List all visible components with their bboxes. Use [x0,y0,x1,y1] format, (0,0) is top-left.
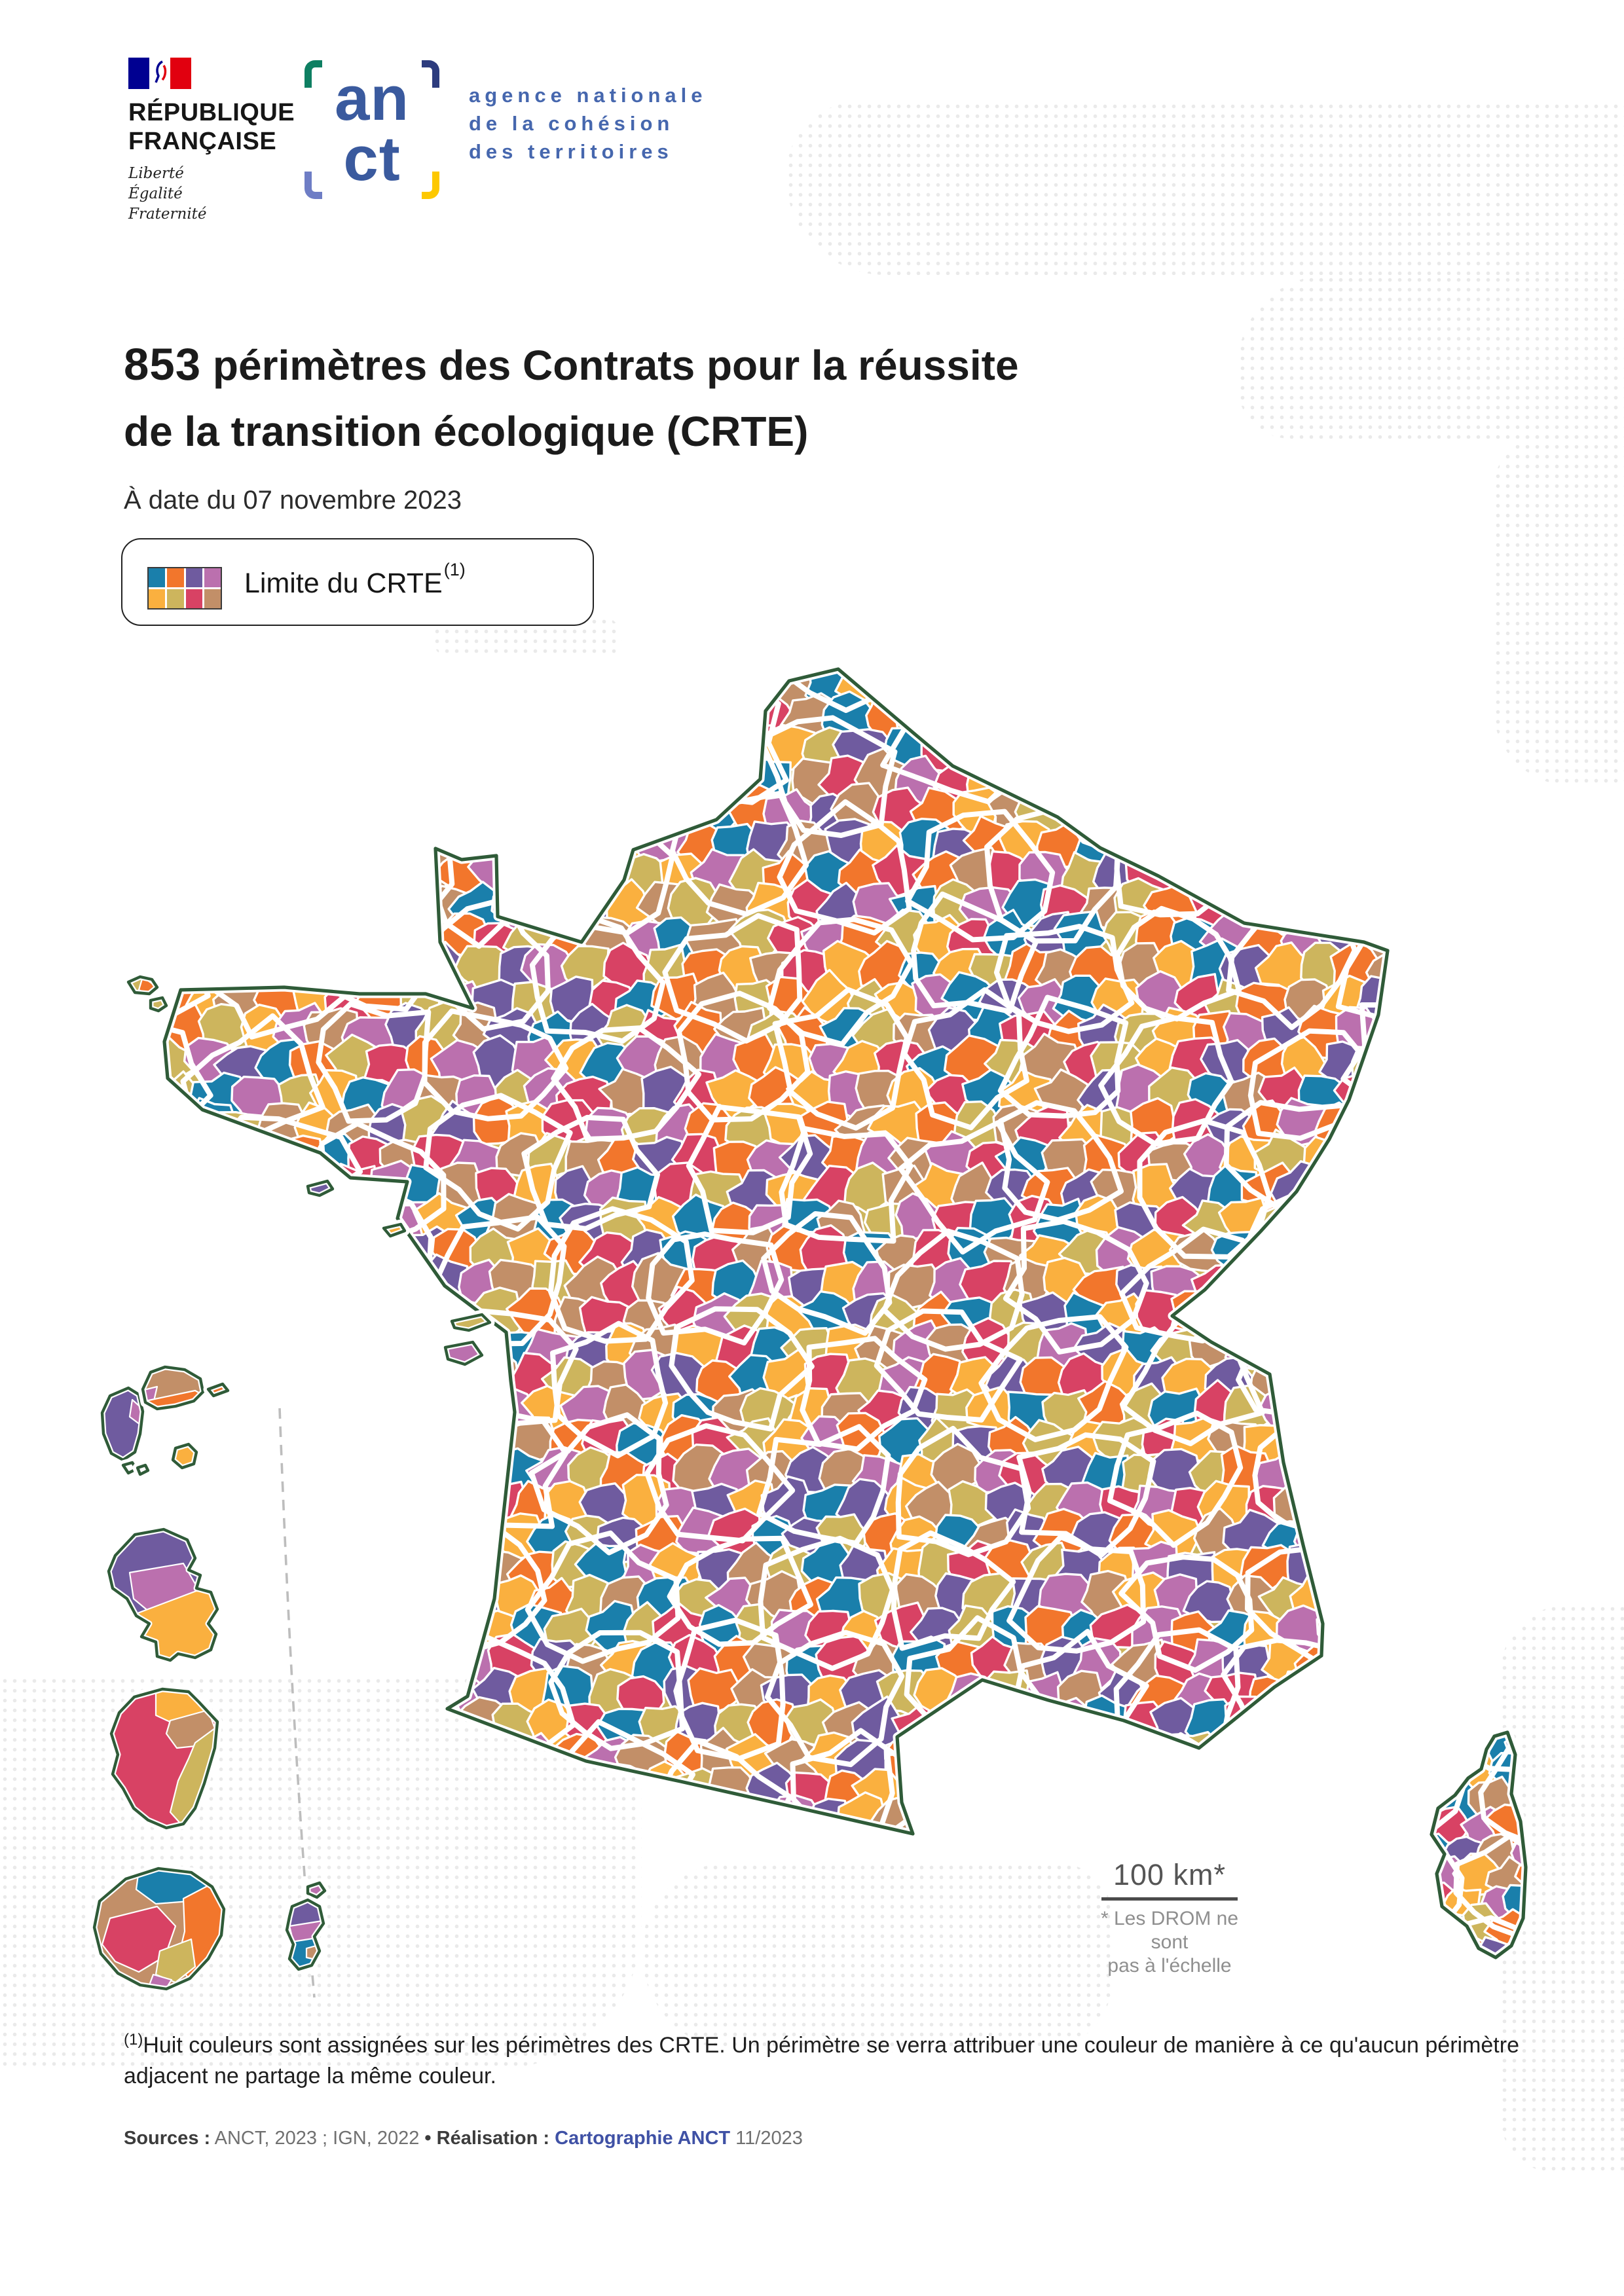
anct-agency-name: agence nationale de la cohésion des terr… [469,84,707,163]
island-ile-oleron [440,1337,487,1370]
flag-white-band [149,58,170,89]
anct-logo-text: an [334,64,410,134]
island-saint-barthelemy [145,993,172,1016]
sources-values: ANCT, 2023 ; IGN, 2022 [210,2128,425,2149]
anct-corner-mark-icon [304,60,322,88]
legend-swatch-amber [149,589,166,608]
island-mayotte [282,1895,329,1975]
legend-swatch-orchid [204,568,221,587]
footnote: (1)Huit couleurs sont assignées sur les … [124,2031,1519,2088]
scale-bar: 100 km* * Les DROM ne sont pas à l'échel… [1080,1858,1259,1978]
legend-footnote-ref: (1) [443,559,466,579]
mainland-france [159,664,1393,1839]
legend-swatch-purple [185,568,202,587]
scale-line [1101,1897,1238,1901]
island-martinique [103,1524,223,1666]
legend-box: Limite du CRTE (1) [121,538,594,626]
title-line2: de la transition écologique (CRTE) [124,408,809,455]
island-les-saintes-2 [132,1460,153,1480]
island-guyane [106,1684,223,1833]
date-subtitle: À date du 07 novembre 2023 [124,486,462,515]
legend-swatch-tan [204,589,221,608]
background-dots-patch [1238,275,1624,439]
island-marie-galante [168,1439,202,1473]
realisation-date: 11/2023 [730,2128,803,2149]
realisation-label: Réalisation : [436,2128,550,2149]
republic-motto: Liberté Égalité Fraternité [128,165,207,223]
background-dots-patch [642,1863,1113,2052]
legend-label: Limite du CRTE (1) [244,559,466,599]
island-mayotte-islet [303,1878,330,1903]
republic-name: RÉPUBLIQUE FRANÇAISE [128,99,295,155]
island-la-desirade [203,1379,233,1401]
island-ile-de-re [447,1309,495,1336]
scale-label: 100 km* [1113,1858,1227,1891]
anct-corner-mark-icon [422,60,439,88]
sources-label: Sources : [124,2128,211,2149]
legend-swatch-blue [149,568,166,587]
island-belle-ile [303,1176,338,1201]
anct-corner-mark-icon [422,172,439,199]
marianne-profile-icon [155,60,167,83]
flag-blue-band [128,58,149,89]
page-title: 853 périmètres des Contrats pour la réus… [124,331,1019,465]
scale-note: * Les DROM ne sont [1100,1908,1239,1953]
anct-corner-mark-icon [304,172,322,199]
island-guadeloupe-grande-terre [138,1362,208,1414]
france-crte-map [89,664,1531,1998]
legend-swatch-khaki [167,589,184,608]
background-dots-patch [1493,432,1624,786]
anct-logo-text: ct [343,124,401,194]
footnote-ref: (1) [124,2031,143,2049]
island-noirmoutier [378,1219,410,1241]
sources-bullet: • [424,2128,437,2149]
background-dots-patch [786,101,1624,275]
island-saint-martin [123,972,162,999]
flag-red-band [170,58,191,89]
anct-logo: an ct [304,60,439,199]
scale-note: pas à l'échelle [1107,1955,1232,1977]
island-guadeloupe-basse-terre [97,1383,148,1465]
sources-line: Sources : ANCT, 2023 ; IGN, 2022 • Réali… [124,2128,803,2149]
island-corsica [1426,1727,1531,1963]
realisation-org: Cartographie ANCT [549,2128,731,2149]
legend-color-swatches [147,567,222,610]
republique-francaise-logo: RÉPUBLIQUE FRANÇAISE Liberté Égalité Fra… [128,58,295,225]
island-reunion [89,1863,229,1994]
legend-swatch-orange [167,568,184,587]
title-count: 853 [124,339,202,390]
title-line1: périmètres des Contrats pour la réussite [201,342,1019,389]
french-flag-icon [128,58,191,89]
legend-swatch-crimson [185,589,202,608]
